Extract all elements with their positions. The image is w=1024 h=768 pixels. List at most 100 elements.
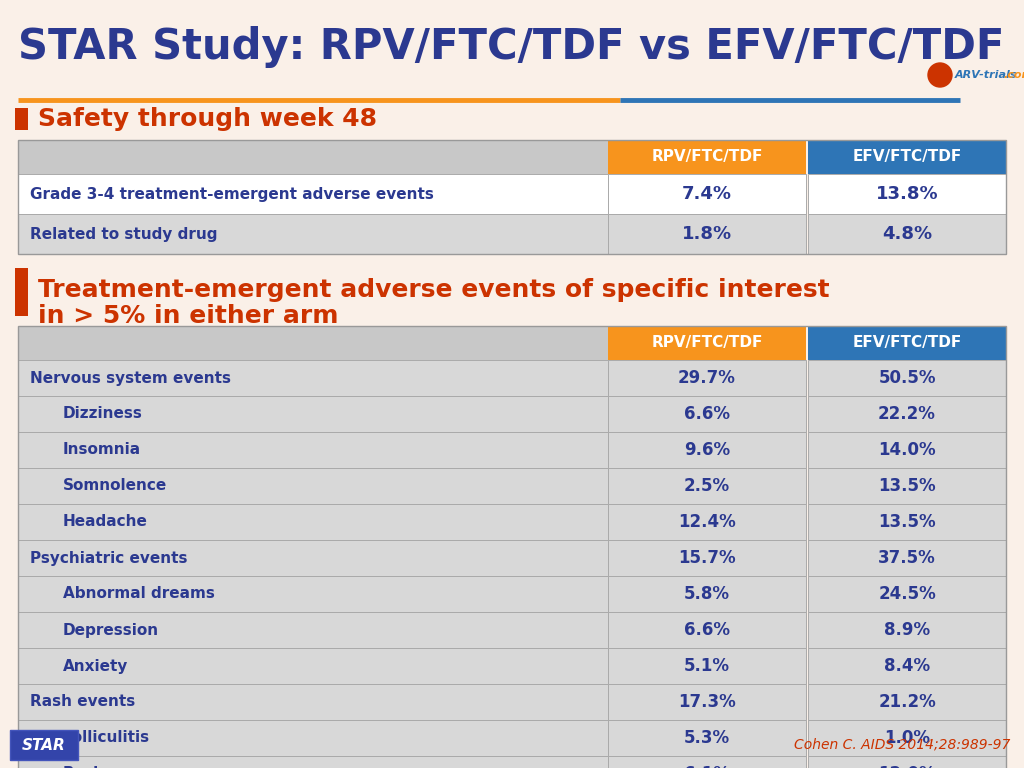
Bar xyxy=(808,396,1006,432)
Bar xyxy=(18,326,1006,768)
Text: 7.4%: 7.4% xyxy=(682,185,732,203)
Bar xyxy=(608,720,806,756)
Bar xyxy=(808,540,1006,576)
Bar xyxy=(808,612,1006,648)
Text: Headache: Headache xyxy=(63,515,147,529)
Text: Dizziness: Dizziness xyxy=(63,406,143,422)
Bar xyxy=(608,326,806,360)
Text: ARV-trials: ARV-trials xyxy=(955,70,1018,80)
Bar xyxy=(808,174,1006,214)
Bar xyxy=(808,432,1006,468)
Text: 1.8%: 1.8% xyxy=(682,225,732,243)
Bar xyxy=(608,432,806,468)
Bar xyxy=(808,214,1006,254)
Text: Insomnia: Insomnia xyxy=(63,442,141,458)
Bar xyxy=(608,756,806,768)
Text: 21.2%: 21.2% xyxy=(879,693,936,711)
Text: EFV/FTC/TDF: EFV/FTC/TDF xyxy=(852,336,962,350)
Text: Related to study drug: Related to study drug xyxy=(30,227,217,241)
Bar xyxy=(15,108,28,130)
Bar xyxy=(18,326,608,360)
Text: Rash: Rash xyxy=(63,766,105,768)
Bar xyxy=(608,360,806,396)
Bar xyxy=(608,576,806,612)
Text: Nervous system events: Nervous system events xyxy=(30,370,231,386)
Text: Safety through week 48: Safety through week 48 xyxy=(38,107,377,131)
Text: STAR: STAR xyxy=(23,737,66,753)
Text: Depression: Depression xyxy=(63,623,159,637)
Bar xyxy=(608,612,806,648)
Text: 1.0%: 1.0% xyxy=(884,729,930,747)
Bar xyxy=(808,504,1006,540)
Bar xyxy=(18,756,608,768)
Text: 14.0%: 14.0% xyxy=(879,441,936,459)
Text: 6.1%: 6.1% xyxy=(684,765,730,768)
Bar xyxy=(608,214,806,254)
Text: Grade 3-4 treatment-emergent adverse events: Grade 3-4 treatment-emergent adverse eve… xyxy=(30,187,434,201)
Text: STAR Study: RPV/FTC/TDF vs EFV/FTC/TDF: STAR Study: RPV/FTC/TDF vs EFV/FTC/TDF xyxy=(18,26,1005,68)
Text: in > 5% in either arm: in > 5% in either arm xyxy=(38,304,339,328)
Text: 22.2%: 22.2% xyxy=(878,405,936,423)
Circle shape xyxy=(928,63,952,87)
Text: 13.5%: 13.5% xyxy=(879,513,936,531)
Text: 8.4%: 8.4% xyxy=(884,657,930,675)
Text: 15.7%: 15.7% xyxy=(678,549,736,567)
Bar xyxy=(18,540,608,576)
Text: 4.8%: 4.8% xyxy=(882,225,932,243)
Text: Folliculitis: Folliculitis xyxy=(63,730,151,746)
Bar xyxy=(808,576,1006,612)
Bar xyxy=(808,326,1006,360)
Bar xyxy=(608,396,806,432)
Text: Somnolence: Somnolence xyxy=(63,478,167,494)
Text: 5.8%: 5.8% xyxy=(684,585,730,603)
Text: Anxiety: Anxiety xyxy=(63,658,128,674)
Bar xyxy=(10,730,78,760)
Text: Treatment-emergent adverse events of specific interest: Treatment-emergent adverse events of spe… xyxy=(38,278,829,302)
Bar xyxy=(808,756,1006,768)
Bar xyxy=(18,684,608,720)
Text: Abnormal dreams: Abnormal dreams xyxy=(63,587,215,601)
Bar xyxy=(18,504,608,540)
Bar xyxy=(808,360,1006,396)
Bar xyxy=(18,432,608,468)
Text: 5.1%: 5.1% xyxy=(684,657,730,675)
Bar xyxy=(18,214,608,254)
Bar xyxy=(608,174,806,214)
Bar xyxy=(18,360,608,396)
Text: Rash events: Rash events xyxy=(30,694,135,710)
Bar xyxy=(608,468,806,504)
Bar xyxy=(608,684,806,720)
Text: Psychiatric events: Psychiatric events xyxy=(30,551,187,565)
Text: 12.4%: 12.4% xyxy=(678,513,736,531)
Text: 13.8%: 13.8% xyxy=(876,185,938,203)
Bar xyxy=(608,140,806,174)
Text: 17.3%: 17.3% xyxy=(678,693,736,711)
Bar xyxy=(18,174,608,214)
Bar xyxy=(608,504,806,540)
Bar xyxy=(18,468,608,504)
Bar xyxy=(608,648,806,684)
Bar xyxy=(18,396,608,432)
Text: RPV/FTC/TDF: RPV/FTC/TDF xyxy=(651,150,763,164)
Bar xyxy=(808,648,1006,684)
Text: EFV/FTC/TDF: EFV/FTC/TDF xyxy=(852,150,962,164)
Bar xyxy=(18,648,608,684)
Bar xyxy=(18,576,608,612)
Text: 37.5%: 37.5% xyxy=(879,549,936,567)
Bar xyxy=(18,612,608,648)
Bar xyxy=(808,684,1006,720)
Text: RPV/FTC/TDF: RPV/FTC/TDF xyxy=(651,336,763,350)
Text: 29.7%: 29.7% xyxy=(678,369,736,387)
Bar xyxy=(18,140,608,174)
Text: 9.6%: 9.6% xyxy=(684,441,730,459)
Bar xyxy=(608,540,806,576)
Text: 6.6%: 6.6% xyxy=(684,405,730,423)
Bar xyxy=(15,268,28,316)
Text: Cohen C. AIDS 2014;28:989-97: Cohen C. AIDS 2014;28:989-97 xyxy=(794,738,1010,752)
Bar xyxy=(18,720,608,756)
Text: .com: .com xyxy=(1002,70,1024,80)
Text: 13.5%: 13.5% xyxy=(879,477,936,495)
Bar xyxy=(808,140,1006,174)
Text: 2.5%: 2.5% xyxy=(684,477,730,495)
Text: 6.6%: 6.6% xyxy=(684,621,730,639)
